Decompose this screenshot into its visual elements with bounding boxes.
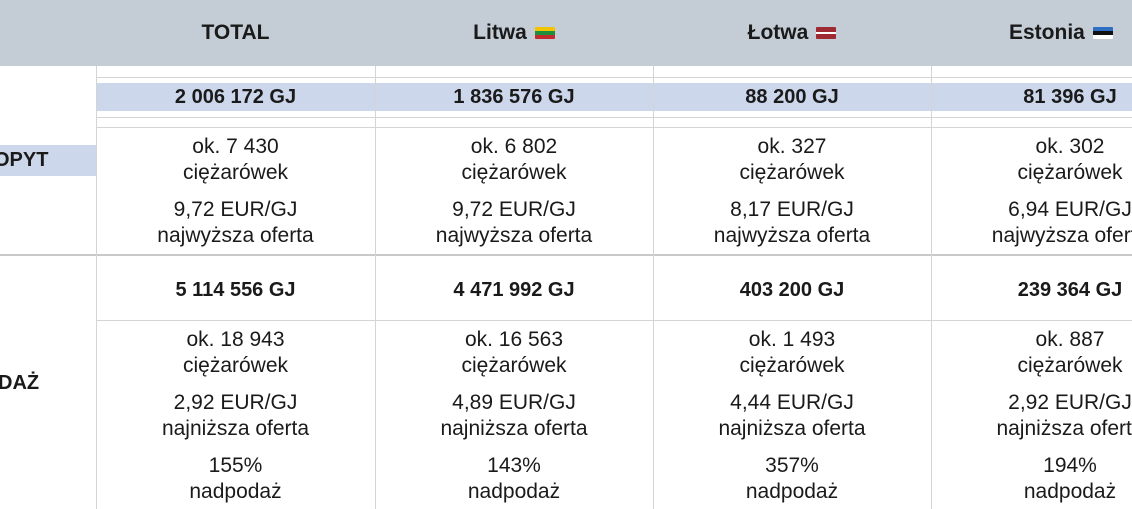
trucks-count: ok. 16 563 xyxy=(464,328,564,351)
latvia-flag-icon xyxy=(816,27,837,39)
demand-price-latvia: 8,17 EUR/GJ najwyższa oferta xyxy=(653,193,931,253)
price-note: najniższa oferta xyxy=(440,417,588,440)
supply-volume-estonia: 239 364 GJ xyxy=(1017,279,1123,301)
row-label-supply: DAŻ xyxy=(0,372,40,394)
trucks-count: ok. 887 xyxy=(1035,328,1105,351)
price-note: najniższa oferta xyxy=(161,417,310,440)
column-header-label: TOTAL xyxy=(201,21,270,44)
trucks-unit: ciężarówek xyxy=(1017,354,1123,377)
surplus-note: nadpodaż xyxy=(745,480,839,503)
demand-volume-estonia: 81 396 GJ xyxy=(1023,86,1117,108)
grid-line xyxy=(96,117,1132,118)
price-value: 8,17 EUR/GJ xyxy=(730,198,854,221)
demand-label-highlight xyxy=(0,145,96,176)
surplus-note: nadpodaż xyxy=(1023,480,1117,503)
trucks-unit: ciężarówek xyxy=(182,354,289,377)
supply-trucks-lithuania: ok. 16 563 ciężarówek xyxy=(375,324,653,382)
surplus-note: nadpodaż xyxy=(467,480,561,503)
supply-trucks-total: ok. 18 943 ciężarówek xyxy=(96,324,375,382)
demand-volume-total: 2 006 172 GJ xyxy=(174,86,297,108)
supply-trucks-estonia: ok. 887 ciężarówek xyxy=(931,324,1132,382)
grid-line xyxy=(96,66,97,509)
row-label-demand: OPYT xyxy=(0,149,49,171)
section-divider xyxy=(0,254,1132,256)
supply-surplus-estonia: 194% nadpodaż xyxy=(931,450,1132,508)
column-header-estonia: Estonia xyxy=(1009,0,1132,66)
demand-price-lithuania: 9,72 EUR/GJ najwyższa oferta xyxy=(375,193,653,253)
grid-line xyxy=(96,320,1132,321)
trucks-count: ok. 7 430 xyxy=(192,135,279,158)
supply-volume-latvia: 403 200 GJ xyxy=(739,279,845,301)
supply-price-estonia: 2,92 EUR/GJ najniższa oferta xyxy=(931,387,1132,445)
trucks-count: ok. 6 802 xyxy=(470,135,558,158)
supply-price-lithuania: 4,89 EUR/GJ najniższa oferta xyxy=(375,387,653,445)
trucks-count: ok. 1 493 xyxy=(748,328,836,351)
table-header xyxy=(0,0,1132,66)
column-header-lithuania: Litwa xyxy=(375,0,653,66)
trucks-count: ok. 18 943 xyxy=(186,328,285,351)
price-note: najwyższa oferta xyxy=(991,224,1132,247)
demand-price-total: 9,72 EUR/GJ najwyższa oferta xyxy=(96,193,375,253)
surplus-percent: 194% xyxy=(1043,454,1097,477)
price-value: 6,94 EUR/GJ xyxy=(1008,198,1132,221)
grid-line xyxy=(653,66,654,509)
price-value: 4,44 EUR/GJ xyxy=(730,391,854,414)
price-note: najniższa oferta xyxy=(718,417,866,440)
demand-volume-lithuania: 1 836 576 GJ xyxy=(453,86,575,108)
column-header-label: Estonia xyxy=(1009,21,1085,44)
price-note: najwyższa oferta xyxy=(435,224,593,247)
trucks-unit: ciężarówek xyxy=(461,161,567,184)
surplus-note: nadpodaż xyxy=(189,480,282,503)
price-note: najwyższa oferta xyxy=(157,224,314,247)
demand-trucks-lithuania: ok. 6 802 ciężarówek xyxy=(375,130,653,190)
trucks-count: ok. 327 xyxy=(757,135,827,158)
supply-price-total: 2,92 EUR/GJ najniższa oferta xyxy=(96,387,375,445)
price-note: najwyższa oferta xyxy=(713,224,871,247)
price-value: 4,89 EUR/GJ xyxy=(452,391,576,414)
grid-line xyxy=(375,66,376,509)
demand-trucks-estonia: ok. 302 ciężarówek xyxy=(931,130,1132,190)
surplus-percent: 143% xyxy=(487,454,541,477)
price-value: 2,92 EUR/GJ xyxy=(1008,391,1132,414)
demand-volume-highlight xyxy=(96,83,1132,111)
price-value: 9,72 EUR/GJ xyxy=(452,198,576,221)
supply-surplus-latvia: 357% nadpodaż xyxy=(653,450,931,508)
surplus-percent: 357% xyxy=(765,454,819,477)
demand-trucks-latvia: ok. 327 ciężarówek xyxy=(653,130,931,190)
supply-volume-total: 5 114 556 GJ xyxy=(175,279,296,301)
demand-volume-latvia: 88 200 GJ xyxy=(745,86,839,108)
lithuania-flag-icon xyxy=(534,27,555,39)
supply-volume-lithuania: 4 471 992 GJ xyxy=(453,279,575,301)
trucks-unit: ciężarówek xyxy=(182,161,289,184)
supply-surplus-lithuania: 143% nadpodaż xyxy=(375,450,653,508)
demand-price-estonia: 6,94 EUR/GJ najwyższa oferta xyxy=(931,193,1132,253)
trucks-count: ok. 302 xyxy=(1035,135,1105,158)
supply-trucks-latvia: ok. 1 493 ciężarówek xyxy=(653,324,931,382)
surplus-percent: 155% xyxy=(208,454,263,477)
trucks-unit: ciężarówek xyxy=(739,161,845,184)
column-header-label: Litwa xyxy=(473,21,527,44)
trucks-unit: ciężarówek xyxy=(1017,161,1123,184)
column-header-latvia: Łotwa xyxy=(653,0,931,66)
grid-line xyxy=(931,66,932,509)
column-header-label: Łotwa xyxy=(747,21,809,44)
trucks-unit: ciężarówek xyxy=(461,354,567,377)
trucks-unit: ciężarówek xyxy=(739,354,845,377)
grid-line xyxy=(96,77,1132,78)
price-note: najniższa oferta xyxy=(996,417,1132,440)
price-value: 2,92 EUR/GJ xyxy=(173,391,298,414)
grid-line xyxy=(96,127,1132,128)
column-header-total: TOTAL xyxy=(96,0,375,66)
supply-surplus-total: 155% nadpodaż xyxy=(96,450,375,508)
price-value: 9,72 EUR/GJ xyxy=(173,198,298,221)
estonia-flag-icon xyxy=(1092,27,1113,39)
supply-price-latvia: 4,44 EUR/GJ najniższa oferta xyxy=(653,387,931,445)
demand-trucks-total: ok. 7 430 ciężarówek xyxy=(96,130,375,190)
